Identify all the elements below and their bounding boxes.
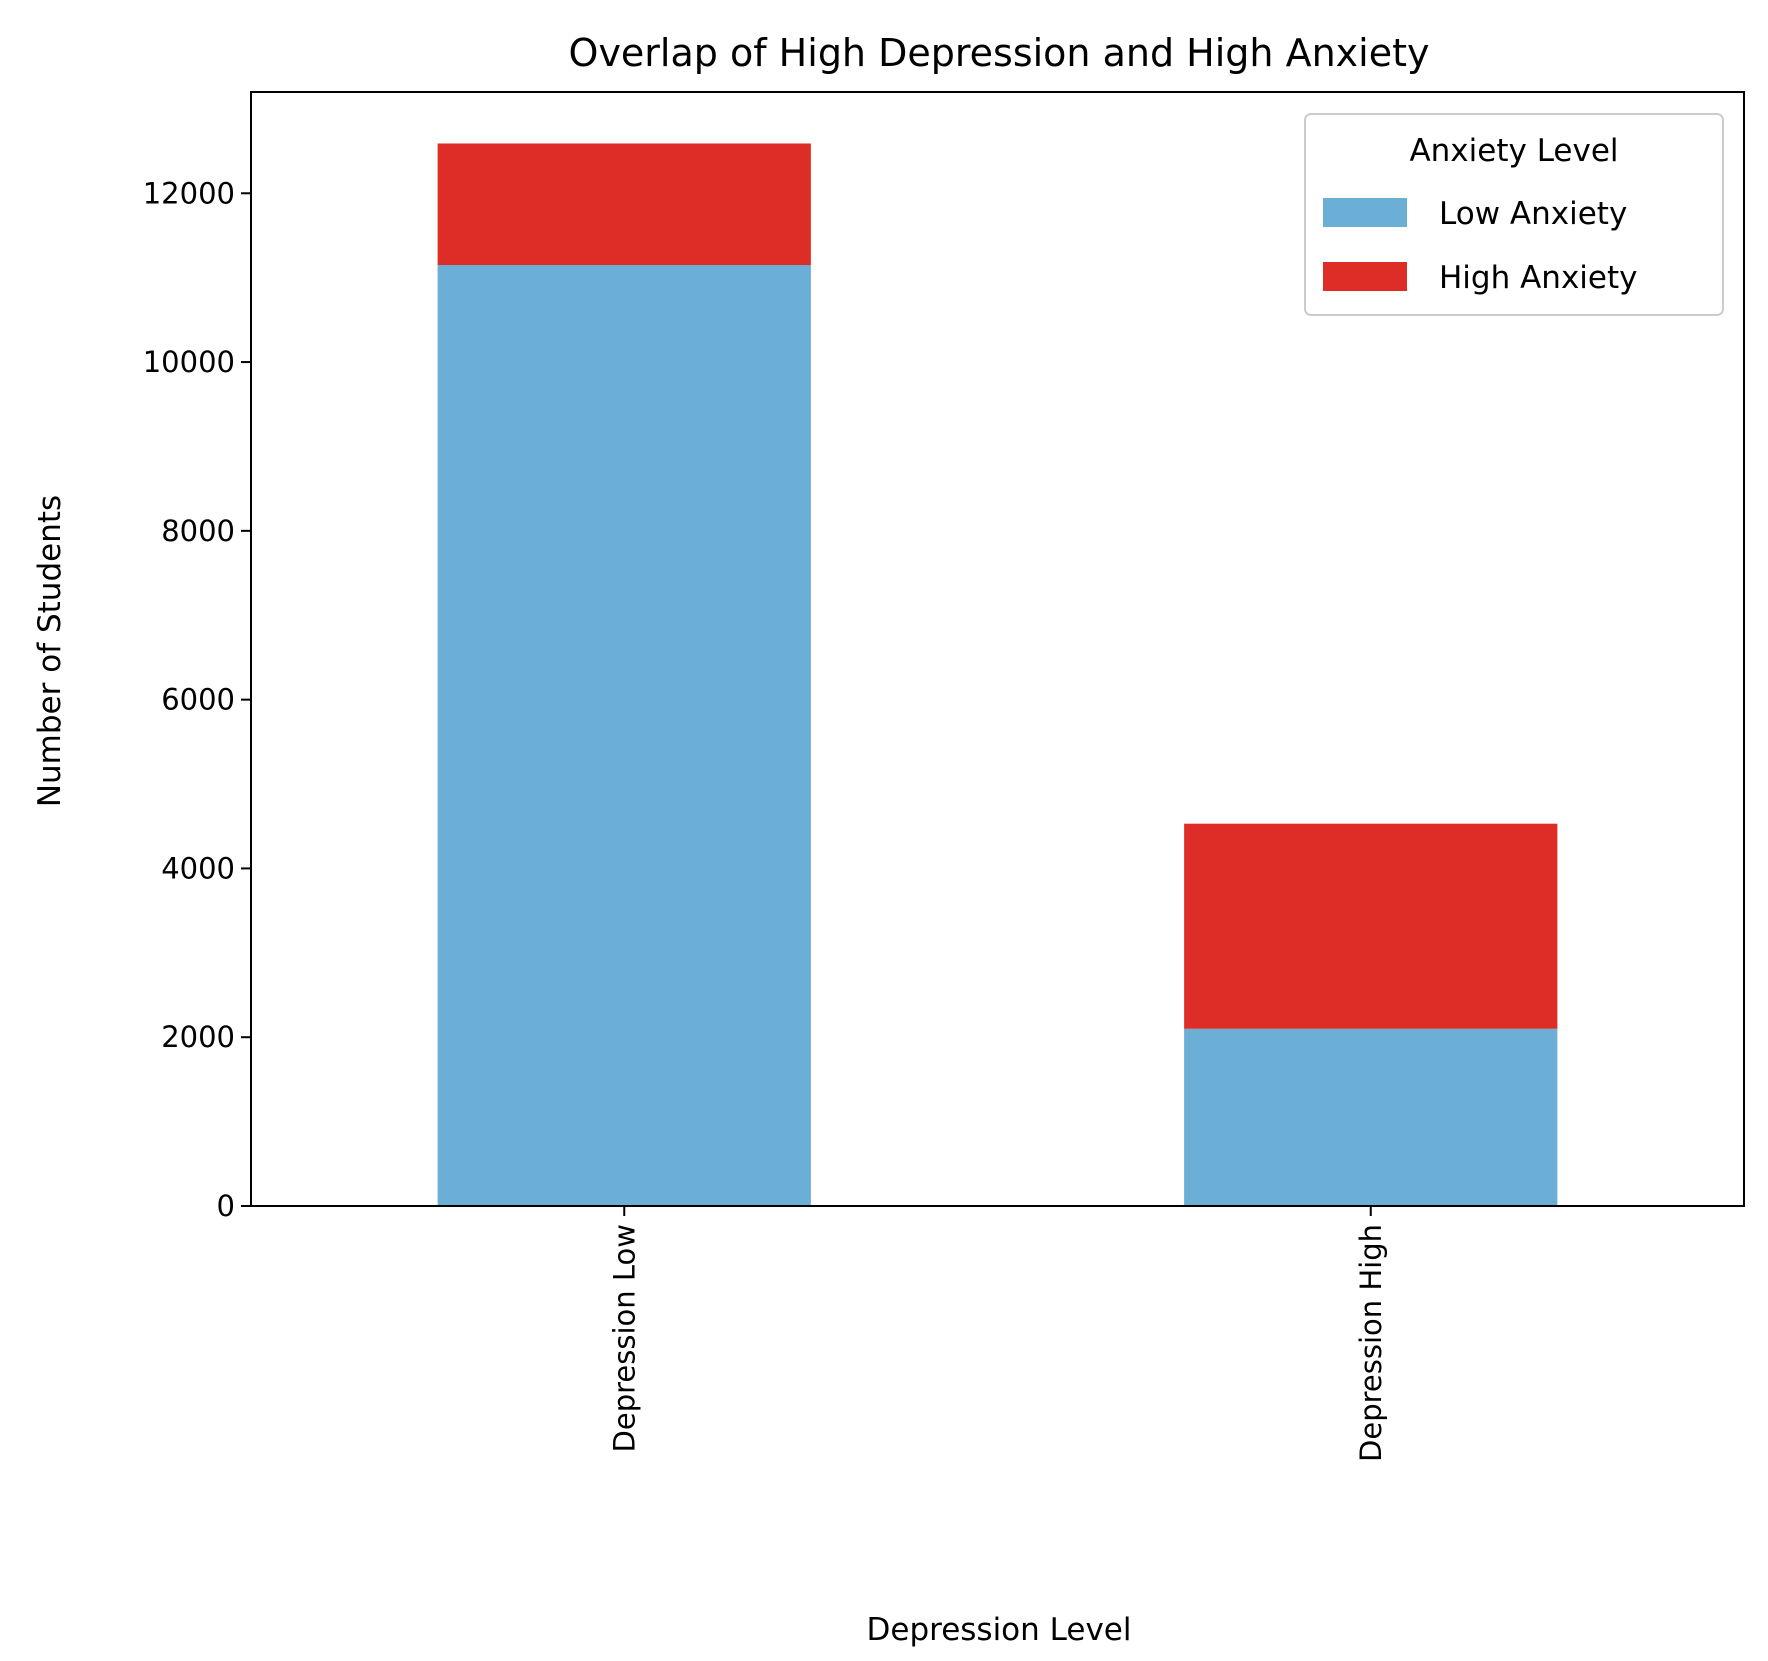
legend-swatch-low-anxiety (1323, 198, 1407, 227)
y-tick-label: 2000 (161, 1020, 235, 1054)
y-tick-label: 10000 (143, 345, 235, 379)
bar-high-anxiety-depression-low (437, 143, 811, 266)
y-axis-label: Number of Students (32, 495, 68, 807)
y-tick-label: 0 (217, 1189, 235, 1223)
x-tick-label: Depression High (1354, 1224, 1388, 1462)
legend-label-low-anxiety: Low Anxiety (1439, 196, 1627, 232)
legend-title: Anxiety Level (1409, 133, 1618, 169)
y-tick-label: 12000 (143, 176, 235, 210)
legend: Anxiety Level Low Anxiety High Anxiety (1304, 113, 1724, 316)
x-axis-label: Depression Level (867, 1612, 1132, 1648)
bar-low-anxiety-depression-high (1184, 1028, 1558, 1206)
bars-group (437, 143, 1558, 1206)
chart-title: Overlap of High Depression and High Anxi… (569, 31, 1430, 75)
x-tick-label: Depression Low (607, 1224, 641, 1452)
bar-high-anxiety-depression-high (1184, 823, 1558, 1029)
y-tick-label: 4000 (161, 851, 235, 885)
x-axis: Depression Low Depression High (607, 1206, 1388, 1462)
y-tick-label: 6000 (161, 683, 235, 717)
legend-label-high-anxiety: High Anxiety (1439, 260, 1638, 296)
legend-box (1304, 113, 1724, 316)
plot-frame (250, 91, 1745, 1207)
y-axis: 0 2000 4000 6000 8000 10000 12000 (143, 176, 251, 1223)
bar-low-anxiety-depression-low (437, 265, 811, 1206)
legend-swatch-high-anxiety (1323, 262, 1407, 291)
y-tick-label: 8000 (161, 514, 235, 548)
